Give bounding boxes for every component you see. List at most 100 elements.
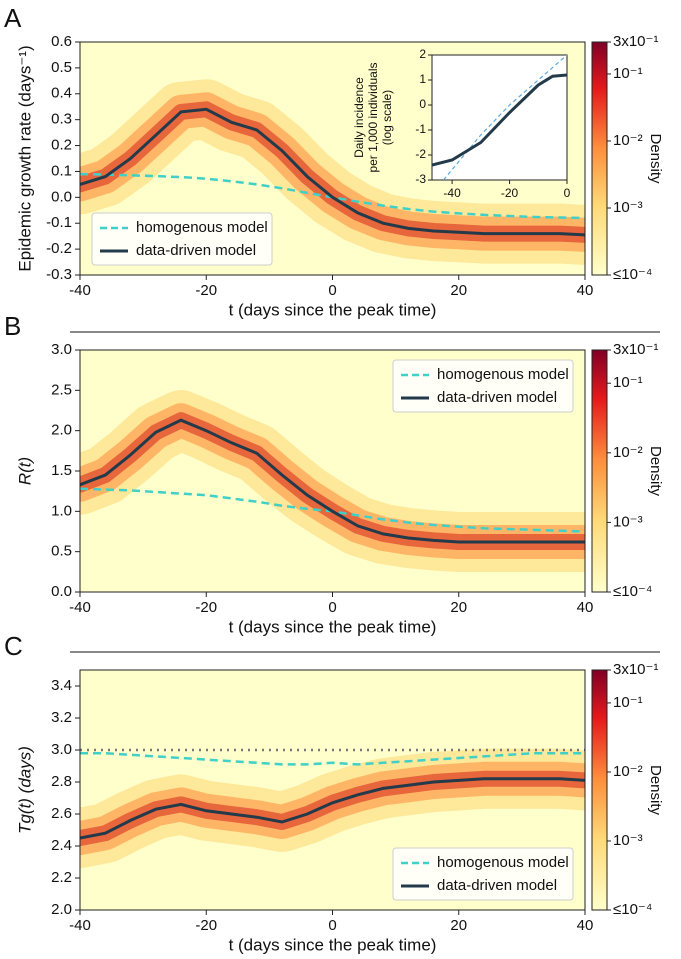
colorbar-tick-label: 10⁻² [613, 132, 643, 149]
x-axis-label: t (days since the peak time) [229, 617, 437, 636]
colorbar-tick-label: 10⁻² [613, 444, 643, 461]
x-tick-label: 20 [450, 282, 467, 299]
y-axis-label: Epidemic growth rate (days⁻¹) [15, 45, 34, 271]
legend-label: data-driven model [437, 877, 557, 894]
inset-y-label: per 1,000 individuals [366, 62, 380, 172]
colorbar-tick-label: 10⁻³ [613, 199, 643, 216]
y-tick-label: 0.2 [51, 137, 72, 154]
inset-y-label: (log scale) [380, 90, 394, 145]
y-tick-label: 2.0 [51, 901, 72, 918]
y-tick-label: 2.8 [51, 773, 72, 790]
colorbar-tick-label: 3x10⁻¹ [613, 33, 658, 50]
inset-y-tick-label: 2 [419, 47, 426, 61]
inset-area [432, 55, 567, 180]
plot-area [80, 79, 585, 265]
series-line [80, 418, 585, 544]
colorbar-tick-label: ≤10⁻⁴ [613, 901, 652, 918]
legend-label: data-driven model [437, 389, 557, 406]
x-tick-label: 40 [577, 599, 594, 616]
inset-x-tick-label: 0 [564, 186, 571, 200]
legend-label: homogenous model [136, 219, 268, 236]
y-tick-label: 1.5 [51, 462, 72, 479]
legend-label: data-driven model [136, 242, 256, 259]
y-tick-label: 0.6 [51, 33, 72, 50]
inset-line [432, 73, 567, 167]
y-tick-label: 3.4 [51, 677, 72, 694]
y-tick-label: 3.0 [51, 341, 72, 358]
colorbar-tick-label: 10⁻³ [613, 513, 643, 530]
x-axis-label: t (days since the peak time) [229, 935, 437, 954]
x-tick-label: -20 [195, 917, 217, 934]
y-tick-label: 2.6 [51, 805, 72, 822]
series-line [80, 777, 585, 840]
colorbar-label: Density [647, 446, 664, 497]
x-axis-label: t (days since the peak time) [229, 300, 437, 319]
legend-label: homogenous model [437, 854, 569, 871]
inset-x-tick-label: -40 [443, 186, 461, 200]
y-tick-label: 0.4 [51, 85, 72, 102]
x-tick-label: 0 [328, 282, 336, 299]
inset-x-tick-label: -20 [501, 186, 519, 200]
colorbar-label: Density [647, 133, 664, 184]
plot-area [80, 390, 585, 572]
y-axis-label: Tg(t) (days) [15, 746, 34, 834]
panel-letter: C [4, 631, 23, 661]
legend-box [392, 847, 574, 901]
x-tick-label: 20 [450, 917, 467, 934]
colorbar-tick-label: ≤10⁻⁴ [613, 583, 652, 600]
inset-y-tick-label: -3 [415, 172, 426, 186]
y-axis-label: R(t) [15, 457, 34, 485]
series-line [80, 107, 585, 237]
x-tick-label: 0 [328, 599, 336, 616]
x-tick-label: 40 [577, 282, 594, 299]
y-tick-label: 0.1 [51, 162, 72, 179]
colorbar-label: Density [647, 765, 664, 816]
y-tick-label: 0.0 [51, 188, 72, 205]
x-tick-label: -40 [69, 282, 91, 299]
colorbar-tick-label: 3x10⁻¹ [613, 341, 658, 358]
y-tick-label: 0.0 [51, 583, 72, 600]
colorbar-tick-label: 10⁻³ [613, 832, 643, 849]
x-tick-label: -20 [195, 599, 217, 616]
x-tick-label: -40 [69, 917, 91, 934]
colorbar-tick-label: 10⁻² [613, 763, 643, 780]
colorbar [591, 669, 608, 911]
legend-box [392, 359, 574, 413]
colorbar-tick-label: 10⁻¹ [613, 65, 643, 82]
colorbar-tick-label: 10⁻¹ [613, 374, 643, 391]
colorbar-tick-label: 3x10⁻¹ [613, 661, 658, 678]
series-line [80, 751, 585, 766]
inset-y-label: Daily incidence [352, 77, 366, 158]
colorbar [591, 349, 608, 593]
x-tick-label: -20 [195, 282, 217, 299]
y-tick-label: 0.5 [51, 59, 72, 76]
inset-y-tick-label: 1 [419, 72, 426, 86]
y-tick-label: 2.0 [51, 422, 72, 439]
y-tick-label: 1.0 [51, 502, 72, 519]
colorbar [591, 41, 608, 276]
y-tick-label: 2.4 [51, 837, 72, 854]
colorbar-tick-label: ≤10⁻⁴ [613, 266, 652, 283]
inset-y-tick-label: -1 [415, 122, 426, 136]
legend-label: homogenous model [437, 366, 569, 383]
x-tick-label: 0 [328, 917, 336, 934]
inset-y-tick-label: 0 [419, 97, 426, 111]
y-tick-label: 2.5 [51, 381, 72, 398]
panel-letter: B [4, 311, 21, 341]
x-tick-label: 20 [450, 599, 467, 616]
colorbar-tick-label: 10⁻¹ [613, 694, 643, 711]
y-tick-label: -0.3 [46, 266, 72, 283]
y-tick-label: 0.3 [51, 111, 72, 128]
y-tick-label: -0.2 [46, 240, 72, 257]
plot-area [80, 748, 585, 868]
y-tick-label: 0.5 [51, 543, 72, 560]
panel-letter: A [4, 3, 22, 33]
y-tick-label: 2.2 [51, 869, 72, 886]
x-tick-label: -40 [69, 599, 91, 616]
y-tick-label: 3.0 [51, 741, 72, 758]
y-tick-label: -0.1 [46, 214, 72, 231]
y-tick-label: 3.2 [51, 709, 72, 726]
x-tick-label: 40 [577, 917, 594, 934]
inset-y-tick-label: -2 [415, 147, 426, 161]
